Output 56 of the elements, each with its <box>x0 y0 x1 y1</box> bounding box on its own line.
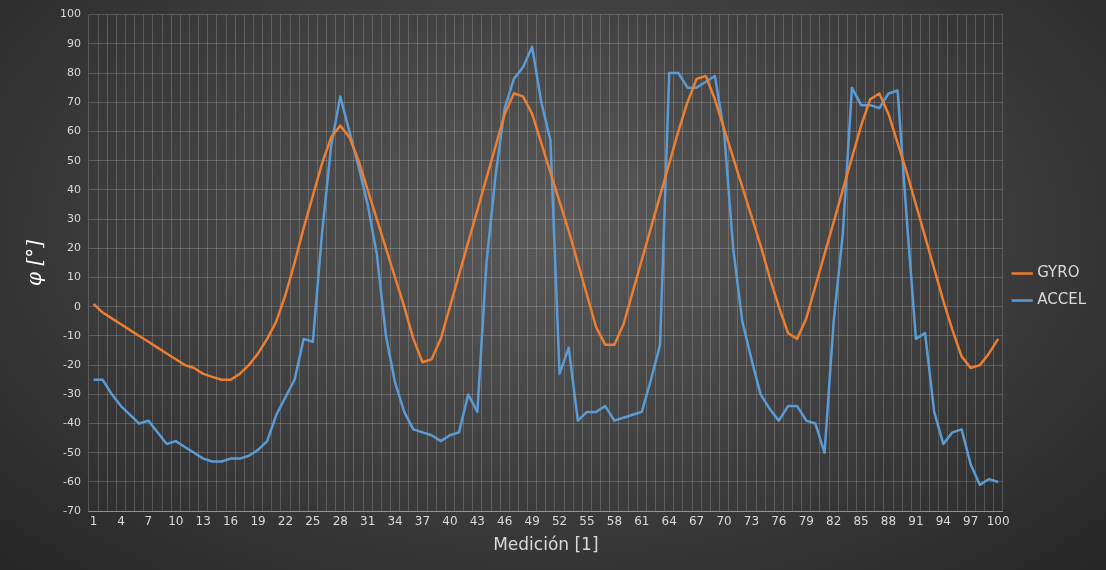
y-tick-label: 90 <box>67 36 81 50</box>
y-tick-label: 80 <box>67 65 81 79</box>
y-tick-label: -30 <box>63 387 81 401</box>
x-tick-label: 55 <box>579 513 595 528</box>
x-tick-label: 22 <box>277 513 294 528</box>
y-axis-title: φ [°] <box>22 239 47 286</box>
y-tick-label: 50 <box>67 153 81 167</box>
x-tick-label: 43 <box>469 513 485 528</box>
x-tick-label: 25 <box>305 513 321 528</box>
x-tick-label: 37 <box>414 513 431 528</box>
y-tick-label: 70 <box>67 95 81 109</box>
x-tick-label: 88 <box>880 513 897 528</box>
y-tick-label: 100 <box>60 7 81 21</box>
x-tick-label: 79 <box>798 513 814 528</box>
x-tick-label: 49 <box>524 513 540 528</box>
x-tick-label: 85 <box>853 513 869 528</box>
x-tick-label: 100 <box>986 513 1010 528</box>
y-tick-label: -50 <box>63 445 81 459</box>
x-tick-label: 58 <box>606 513 623 528</box>
x-tick-label: 70 <box>716 513 732 528</box>
y-tick-label: 60 <box>67 124 81 138</box>
x-tick-label: 16 <box>222 513 239 528</box>
y-tick-label: -10 <box>63 328 81 342</box>
y-tick-label: -40 <box>63 416 81 430</box>
x-tick-label: 46 <box>497 513 513 528</box>
x-tick-label: 67 <box>688 513 705 528</box>
x-tick-label: 31 <box>360 513 376 528</box>
y-tick-label: 0 <box>74 299 81 313</box>
x-tick-label: 4 <box>117 513 125 528</box>
x-tick-label: 1 <box>89 513 98 528</box>
y-tick-label: -70 <box>63 504 81 518</box>
x-tick-label: 97 <box>963 513 979 528</box>
x-tick-label: 94 <box>935 513 951 528</box>
y-tick-label: 20 <box>67 241 81 255</box>
legend-label: ACCEL <box>1037 290 1087 309</box>
x-tick-label: 10 <box>168 513 184 528</box>
x-tick-label: 28 <box>332 513 348 528</box>
y-tick-label: 40 <box>67 182 81 196</box>
x-tick-label: 7 <box>144 513 153 528</box>
x-tick-label: 76 <box>771 513 787 528</box>
y-tick-label: -20 <box>63 358 81 371</box>
legend-label: GYRO <box>1037 263 1080 282</box>
y-tick-label: 10 <box>67 270 81 284</box>
x-tick-label: 91 <box>908 513 924 528</box>
x-tick-label: 13 <box>195 513 211 528</box>
x-tick-label: 19 <box>250 513 266 528</box>
y-tick-label: -60 <box>63 474 81 488</box>
y-tick-label: 30 <box>67 211 81 225</box>
x-tick-label: 61 <box>634 513 650 528</box>
x-tick-label: 64 <box>661 513 677 528</box>
x-tick-label: 82 <box>826 513 842 528</box>
x-tick-label: 73 <box>743 513 760 528</box>
x-tick-label: 52 <box>551 513 568 528</box>
x-axis-title: Medición [1] <box>493 534 599 555</box>
x-tick-label: 40 <box>442 513 458 528</box>
x-tick-label: 34 <box>387 513 403 528</box>
